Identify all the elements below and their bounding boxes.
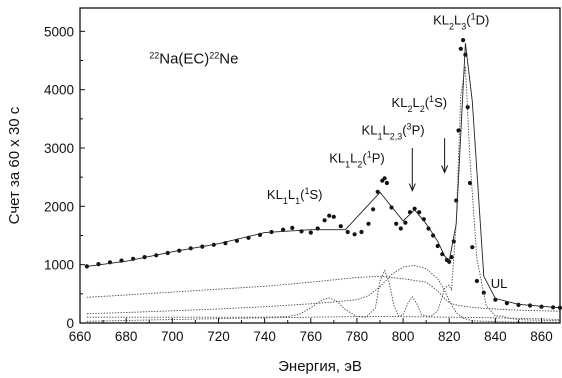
data-point	[412, 206, 417, 211]
x-tick-label: 860	[530, 329, 553, 344]
plot-frame	[79, 7, 561, 324]
x-tick-label: 760	[300, 329, 323, 344]
x-tick-label: 820	[438, 329, 461, 344]
y-tick-label: 4000	[44, 83, 74, 98]
data-point	[467, 180, 473, 186]
fit-component-line	[86, 316, 561, 322]
peak-annotation: KL1L2,3(3P)	[362, 122, 425, 142]
plot-border	[79, 7, 561, 324]
data-point	[290, 225, 295, 230]
data-point	[331, 214, 336, 219]
series-layer	[84, 38, 562, 323]
x-tick-label: 840	[484, 329, 507, 344]
y-tick-label: 2000	[44, 199, 74, 214]
y-axis-label: Счет за 60 x 30 с	[6, 106, 23, 224]
data-point	[417, 210, 422, 215]
x-axis-label: Энергия, эВ	[278, 358, 362, 375]
annotation-layer: 22Na(EC)22Ne KL1L1(1S) KL1L2(1P) KL1L2,3(3P…	[149, 11, 507, 291]
data-point	[281, 227, 286, 232]
ticks-layer: 660 680 700 720 740 760 780 800 820 840 860 0 1000 20…	[44, 24, 553, 344]
fit-component-line	[86, 275, 561, 312]
data-point	[327, 213, 332, 218]
x-tick-label: 780	[346, 329, 369, 344]
peak-annotation: UL	[491, 276, 508, 291]
arrow-head	[441, 165, 449, 174]
fit-envelope-line	[86, 42, 561, 309]
y-tick-label: 5000	[44, 24, 74, 39]
data-point	[338, 224, 343, 229]
peak-annotation: 22Na(EC)22Ne	[149, 50, 238, 67]
x-tick-label: 720	[207, 329, 230, 344]
peak-annotation: KL2L2(1S)	[392, 94, 448, 114]
data-point	[384, 180, 389, 186]
data-point	[516, 302, 521, 307]
y-tick-label: 3000	[44, 141, 74, 156]
data-point	[352, 232, 357, 237]
data-point	[481, 290, 486, 295]
data-point	[359, 229, 364, 235]
data-point	[382, 176, 387, 181]
data-point	[322, 218, 327, 223]
arrow-head	[408, 183, 416, 192]
data-point	[398, 226, 403, 231]
data-point	[345, 229, 350, 235]
data-point	[403, 220, 408, 225]
data-point	[366, 221, 371, 226]
peak-annotation: KL2L3(1D)	[433, 11, 489, 31]
fit-component-line	[86, 66, 561, 322]
peak-annotation: KL1L1(1S)	[267, 186, 323, 206]
data-point	[308, 230, 313, 235]
data-point	[394, 221, 399, 226]
x-tick-label: 660	[69, 329, 92, 344]
peak-annotation: KL1L2(1P)	[329, 150, 385, 170]
fit-component-line	[86, 264, 561, 323]
data-point	[458, 46, 463, 51]
y-tick-label: 1000	[44, 258, 74, 273]
data-point	[435, 243, 440, 249]
data-point	[470, 245, 475, 250]
data-point	[375, 189, 380, 194]
x-tick-label: 740	[253, 329, 276, 344]
data-point	[461, 38, 466, 43]
data-point	[539, 304, 544, 309]
data-point	[504, 301, 509, 306]
data-point	[474, 278, 479, 284]
y-tick-label: 0	[66, 316, 74, 331]
x-tick-label: 800	[392, 329, 415, 344]
data-point	[371, 207, 376, 212]
x-tick-label: 680	[115, 329, 138, 344]
data-point	[96, 262, 101, 267]
x-tick-label: 700	[161, 329, 184, 344]
